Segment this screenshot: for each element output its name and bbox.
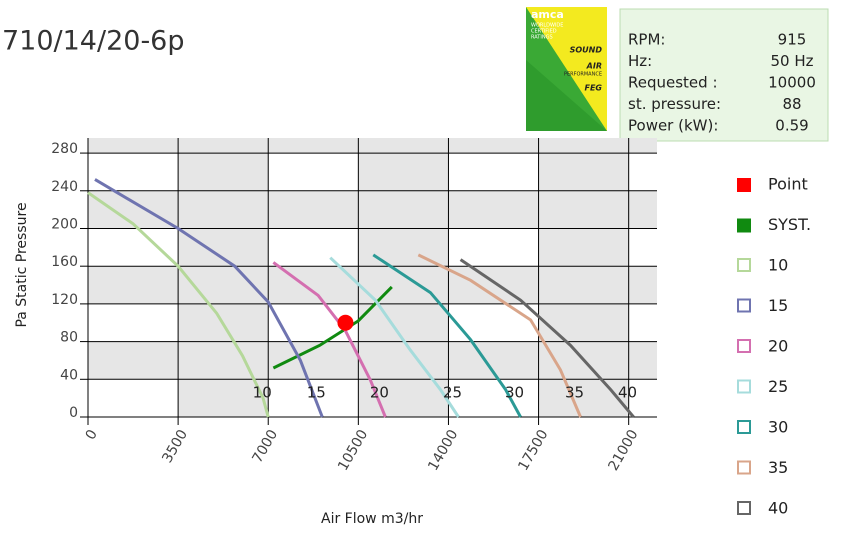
fan-curve [372, 253, 522, 418]
curve-label: 15 [307, 384, 326, 402]
legend-label: 25 [768, 377, 788, 396]
logo-yellow [526, 7, 607, 131]
title: 710/14/20-6p [2, 26, 185, 57]
legend-swatch [737, 379, 751, 394]
logo-sound: SOUND [570, 46, 603, 55]
y-tick-label: 160 [51, 254, 78, 270]
x-axis-label: Air Flow m3/hr [321, 511, 423, 527]
logo-performance: PERFORMANCE [564, 72, 602, 78]
y-tick-label: 0 [69, 405, 78, 421]
info-value: 0.59 [775, 117, 808, 135]
info-box [619, 8, 829, 142]
chart: 0 40 80 120 160 200 240 280 0 3500 7000 10500 14000 1… [14, 138, 811, 527]
curve-label: 20 [370, 384, 389, 402]
logo-green [526, 60, 607, 131]
legend-swatch [737, 501, 751, 515]
legend-label: 10 [768, 256, 788, 275]
curve-label: 10 [253, 384, 272, 402]
fan-curve [94, 178, 324, 418]
legend-label: Point [768, 175, 808, 194]
logo-line: WORLDWIDE [531, 23, 563, 29]
info-value: 10000 [768, 74, 816, 92]
legend-swatch [737, 420, 751, 434]
info-value: 50 Hz [770, 52, 813, 70]
logo-line: RATINGS [531, 35, 553, 41]
info-label: RPM: [628, 31, 665, 49]
logo-air: AIR [586, 62, 602, 71]
fan-curve [459, 258, 635, 418]
legend-swatch [737, 178, 751, 192]
band [88, 138, 657, 154]
y-tick-label: 120 [51, 292, 78, 308]
operating-point [337, 314, 354, 331]
y-axis-label: Pa Static Pressure [14, 202, 30, 327]
legend-swatch [737, 218, 751, 233]
x-tick-label: 21000 [605, 427, 641, 474]
fan-curve [329, 256, 460, 418]
x-tick-label: 7000 [249, 427, 281, 466]
curve-label: 40 [618, 384, 637, 402]
info-value: 915 [778, 31, 807, 49]
legend-label: 30 [768, 418, 788, 437]
legend-swatch [737, 460, 751, 475]
legend-swatch [737, 339, 751, 353]
y-tick-label: 80 [60, 330, 78, 346]
logo-line: CERTIFIED [531, 29, 557, 35]
info-value: 88 [782, 95, 801, 113]
logo-brand: amca [531, 8, 564, 21]
curve-label: 35 [565, 384, 584, 402]
y-tick-label: 40 [60, 367, 78, 383]
legend-label: 15 [768, 296, 788, 315]
logo-feg: FEG [585, 84, 603, 93]
info-label: Hz: [628, 52, 652, 70]
legend-label: 40 [768, 499, 788, 518]
x-tick-label: 17500 [515, 427, 551, 474]
x-tick-label: 10500 [335, 427, 371, 474]
y-tick-label: 240 [51, 179, 78, 195]
x-tick-label: 3500 [159, 427, 191, 466]
system-curve [272, 285, 393, 370]
legend-label: 35 [768, 458, 788, 477]
fan-curve [87, 191, 270, 418]
x-tick-label: 0 [83, 427, 101, 443]
x-tick-label: 14000 [425, 427, 461, 474]
legend-swatch [737, 258, 751, 272]
info-label: Requested : [628, 74, 718, 92]
amca-logo: amca WORLDWIDE CERTIFIED RATINGS SOUND A… [526, 7, 607, 131]
curve-label: 30 [505, 384, 524, 402]
info-label: Power (kW): [628, 117, 718, 135]
fan-curve [417, 253, 582, 418]
y-tick-label: 280 [51, 141, 78, 157]
info-rows: RPM: 915 Hz: 50 Hz Requested : 10000 st. press… [628, 31, 816, 135]
legend-label: 20 [768, 337, 788, 356]
legend-swatch [737, 298, 751, 313]
band [88, 190, 657, 229]
curve-label: 25 [443, 384, 462, 402]
legend-label: SYST. [768, 215, 811, 234]
info-label: st. pressure: [628, 95, 721, 113]
y-tick-label: 200 [51, 216, 78, 232]
